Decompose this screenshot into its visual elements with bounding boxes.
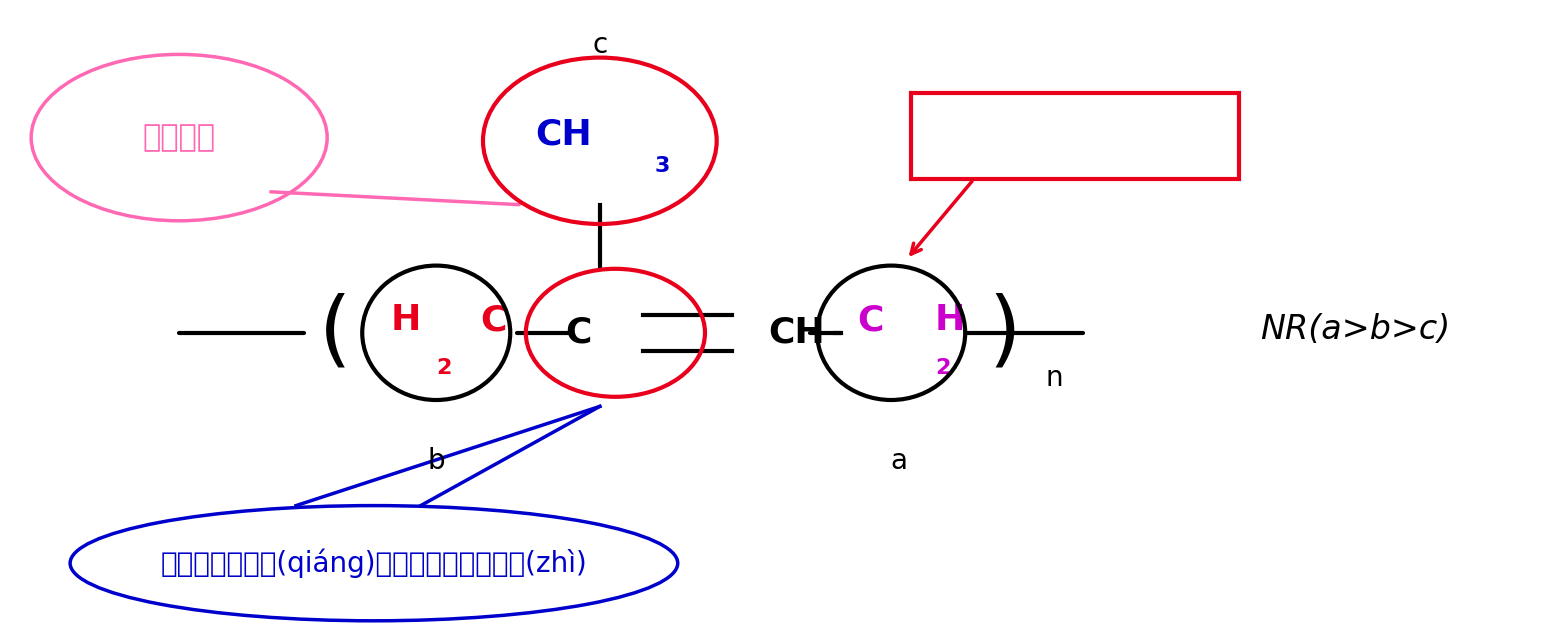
Text: 氧氣、臭氧、強(qiáng)氧化劑、腐蝕性介質(zhì): 氧氣、臭氧、強(qiáng)氧化劑、腐蝕性介質(zhì) [160, 548, 587, 578]
Text: (: ( [319, 292, 351, 373]
Text: C: C [857, 303, 883, 337]
Text: CH: CH [536, 117, 592, 152]
Text: a: a [891, 447, 907, 475]
Text: C: C [480, 303, 506, 337]
Text: NR(a>b>c): NR(a>b>c) [1260, 313, 1450, 346]
Text: 3: 3 [654, 156, 670, 177]
Text: 2: 2 [935, 358, 950, 378]
Text: H: H [935, 303, 964, 337]
Text: CH: CH [768, 316, 824, 350]
Text: 活潑，易被取代: 活潑，易被取代 [1011, 122, 1139, 150]
FancyBboxPatch shape [911, 93, 1239, 179]
Text: C: C [566, 316, 592, 350]
Text: n: n [1045, 364, 1064, 392]
Text: ): ) [989, 292, 1020, 373]
Text: c: c [592, 31, 608, 59]
Text: 供電子基: 供電子基 [143, 123, 215, 152]
Text: b: b [427, 447, 446, 475]
Text: 2: 2 [436, 358, 452, 378]
Text: H: H [391, 303, 421, 337]
